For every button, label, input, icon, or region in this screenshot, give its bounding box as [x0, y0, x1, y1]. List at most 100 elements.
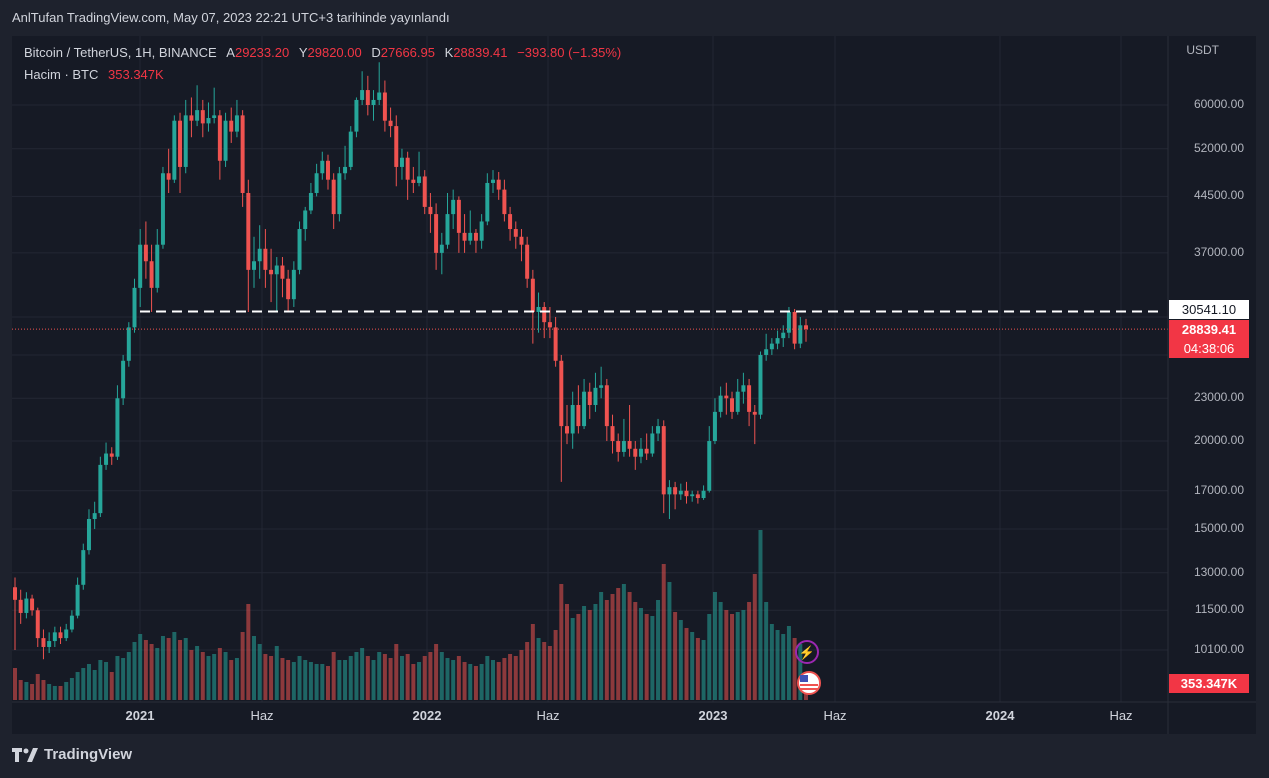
volume-bar	[308, 662, 313, 700]
candle-body	[496, 179, 501, 190]
symbol-title[interactable]: Bitcoin / TetherUS, 1H, BINANCE	[24, 45, 217, 60]
volume-bar	[132, 642, 137, 700]
candle-body	[126, 327, 131, 361]
candle-body	[542, 306, 547, 323]
volume-bar	[115, 656, 120, 700]
volume-bar	[758, 530, 763, 700]
candle-body	[656, 426, 661, 434]
volume-bar	[30, 684, 35, 700]
candle-body	[343, 166, 348, 174]
volume-bar	[325, 666, 330, 700]
time-tick-label: 2024	[985, 708, 1015, 723]
candle-body	[138, 244, 143, 288]
volume-bar	[764, 602, 769, 700]
volume-bar	[69, 678, 74, 700]
volume-bar	[735, 612, 740, 700]
currency-label[interactable]: USDT	[1186, 43, 1219, 57]
event-icons[interactable]: ⚡	[795, 640, 821, 695]
lightning-icon[interactable]	[795, 640, 819, 664]
candle-body	[599, 385, 604, 388]
candle-body	[468, 232, 473, 241]
candle-body	[291, 269, 296, 300]
candle-body	[445, 214, 450, 245]
price-tick-label: 52000.00	[1193, 140, 1244, 155]
volume-bar	[126, 652, 131, 700]
volume-bar	[638, 608, 643, 700]
candle-body	[764, 349, 769, 355]
volume-bar	[547, 646, 552, 700]
candle-body	[633, 448, 638, 457]
candle-body	[75, 584, 80, 616]
volume-bar	[434, 644, 439, 700]
volume-bar	[451, 660, 456, 700]
candle-body	[132, 287, 137, 328]
price-tick-label: 60000.00	[1193, 97, 1244, 111]
candle-body	[394, 126, 399, 167]
volume-bar	[172, 632, 177, 700]
volume-bar	[508, 654, 513, 700]
resistance-price-tag: 30541.10	[1169, 300, 1249, 319]
volume-bar	[786, 626, 791, 700]
volume-bar	[371, 660, 376, 700]
volume-bar	[189, 650, 194, 700]
volume-bar	[627, 592, 632, 700]
volume-bar	[280, 658, 285, 700]
open-value: 29233.20	[234, 45, 290, 60]
candle-body	[405, 157, 410, 180]
change-value: −393.80 (−1.35%)	[517, 45, 622, 60]
candle-body	[610, 426, 615, 442]
volume-legend: Hacim · BTC 353.347K	[24, 67, 164, 82]
time-tick-label: 2022	[412, 708, 442, 723]
candle-body	[314, 173, 319, 193]
candle-body	[701, 490, 706, 499]
time-tick-label: Haz	[250, 708, 274, 723]
volume-bar	[160, 636, 165, 700]
high-value: 29820.00	[307, 45, 362, 60]
volume-bar	[485, 656, 490, 700]
volume-bar	[121, 658, 126, 700]
candle-body	[35, 610, 40, 639]
volume-bar	[621, 584, 626, 700]
candle-body	[627, 441, 632, 449]
volume-bar	[673, 612, 678, 700]
volume-bar	[582, 606, 587, 700]
candle-body	[422, 176, 427, 207]
volume-label[interactable]: Hacim · BTC	[24, 67, 99, 82]
candle-body	[417, 176, 422, 183]
candle-body	[234, 115, 239, 132]
volume-bar	[678, 620, 683, 700]
volume-bar	[724, 610, 729, 700]
volume-bar	[354, 652, 359, 700]
candle-body	[217, 115, 222, 161]
candle-body	[690, 494, 695, 497]
volume-bar	[86, 664, 91, 700]
candle-body	[143, 244, 148, 262]
candle-body	[508, 214, 513, 230]
volume-bar	[422, 656, 427, 700]
candle-body	[325, 160, 330, 180]
candle-body	[86, 518, 91, 551]
volume-bar	[337, 660, 342, 700]
tradingview-logo[interactable]: TradingView	[12, 746, 132, 763]
volume-bar	[75, 672, 80, 700]
volume-bar	[695, 638, 700, 700]
last-price-tag: 28839.41	[1169, 320, 1249, 339]
volume-bar	[365, 656, 370, 700]
candle-body	[479, 221, 484, 241]
volume-bar	[496, 662, 501, 700]
candle-body	[252, 261, 256, 270]
volume-bars	[13, 530, 808, 700]
volume-bar	[155, 648, 160, 700]
volume-bar	[212, 654, 217, 700]
candle-body	[678, 490, 683, 495]
grid-lines	[12, 36, 1168, 702]
volume-bar	[604, 600, 609, 700]
volume-bar	[286, 660, 291, 700]
candle-body	[81, 550, 86, 585]
volume-bar	[98, 660, 103, 700]
close-value: 28839.41	[453, 45, 508, 60]
candle-body	[399, 157, 404, 167]
candle-body	[485, 182, 490, 222]
volume-bar	[769, 624, 774, 700]
